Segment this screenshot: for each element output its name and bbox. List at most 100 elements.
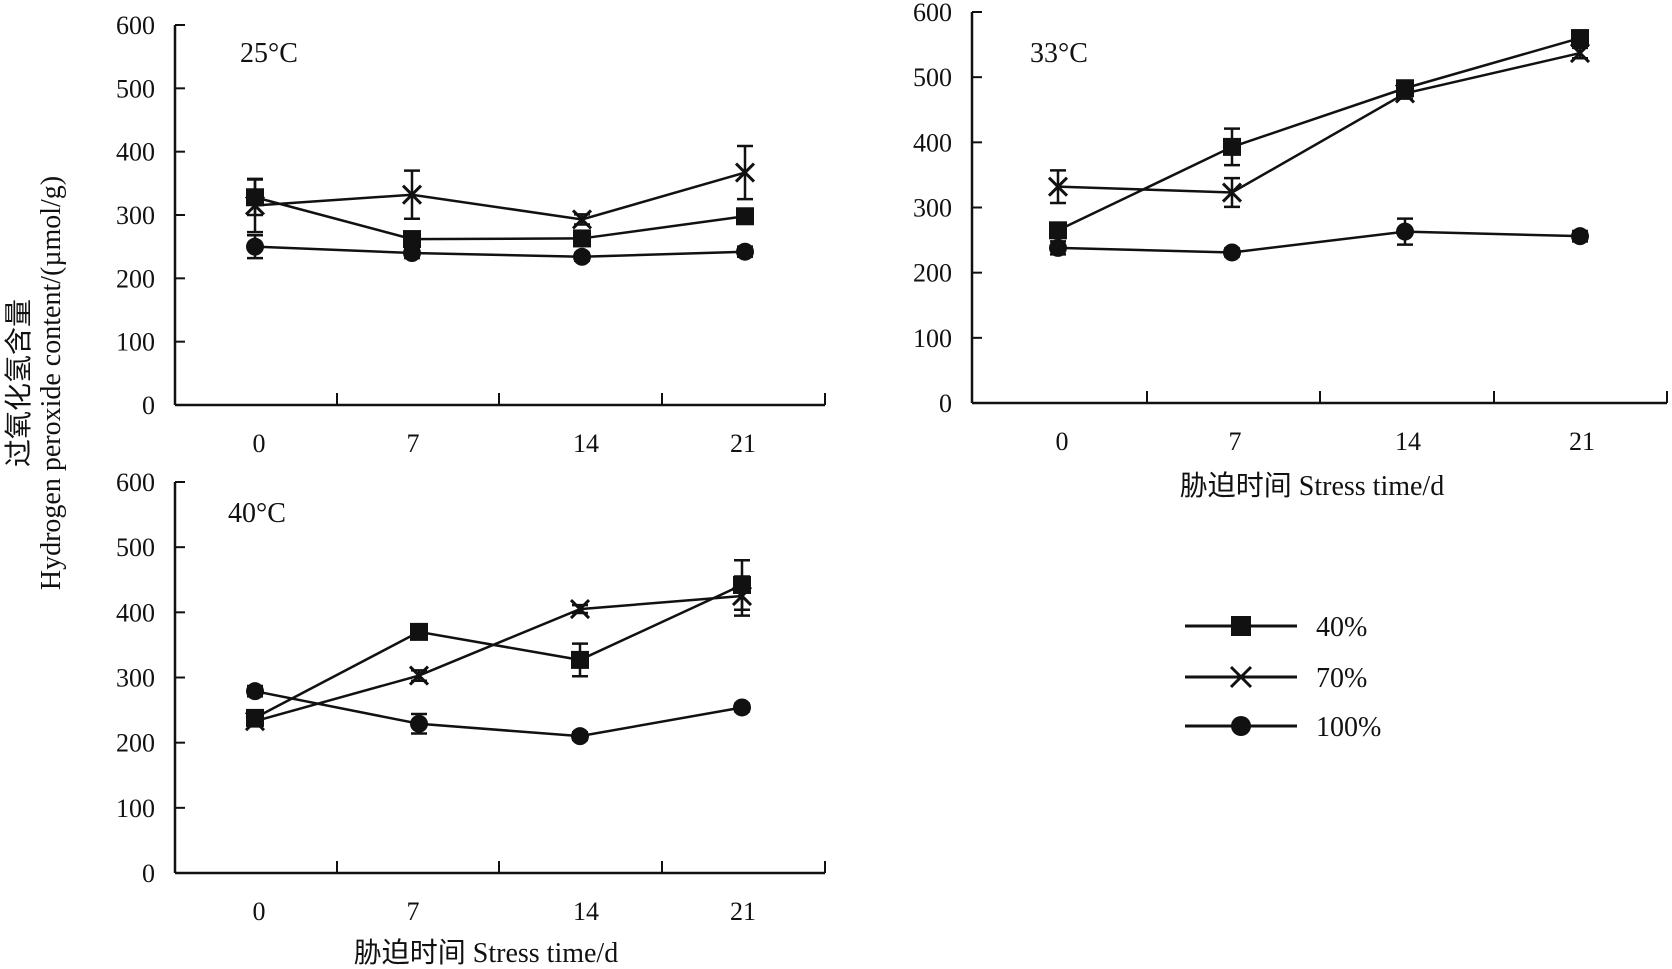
x-marker [244,711,266,732]
y-tick-label: 600 [116,11,155,40]
circle-marker [1049,238,1067,257]
x-tick-label: 21 [730,429,756,458]
y-tick-label: 600 [913,0,952,27]
y-tick-label: 200 [116,729,155,758]
square-marker [573,229,591,248]
x-tick-label: 0 [253,429,266,458]
circle-marker [1396,222,1414,241]
square-marker [403,230,421,249]
y-tick-label: 400 [913,128,952,157]
y-tick-label: 300 [116,664,155,693]
panel-label: 40°C [228,498,286,529]
series-line [254,583,743,720]
x-marker [1221,182,1243,203]
series-100% [1049,217,1589,262]
y-tick-label: 400 [116,598,155,627]
y-tick-label: 200 [913,259,952,288]
chart-panel-40c: 40°C 胁迫时间 Stress time/d 0 100 200 300 400 500… [116,468,826,969]
circle-marker [246,237,264,256]
circle-marker [573,247,591,266]
y-tick-label: 0 [142,391,155,420]
y-tick-label: 300 [913,194,952,223]
legend-label: 70% [1316,663,1367,694]
series-line [254,245,746,259]
square-marker-icon [1231,616,1251,636]
series-line [1057,36,1581,232]
y-tick-label: 0 [939,389,952,418]
series-line [1057,51,1581,194]
y-axis-title-english: Hydrogen peroxide content/(µmol/g) [36,176,67,590]
x-marker [569,599,591,620]
x-marker [401,184,423,205]
x-marker-icon [1229,665,1253,689]
panel-label: 25°C [240,38,298,69]
x-tick-label: 0 [253,897,266,926]
x-marker [734,162,756,183]
circle-marker [246,682,264,701]
circle-marker [410,714,428,733]
x-tick-label: 21 [730,897,756,926]
series-100% [246,682,751,746]
x-tick-label: 7 [407,429,420,458]
square-marker [410,622,428,641]
x-marker [1047,176,1069,197]
series-100% [246,234,754,266]
legend: 40% 70% 100% [1185,612,1381,743]
series-70% [1047,42,1591,209]
panel-label: 33°C [1030,38,1088,69]
y-tick-label: 400 [116,138,155,167]
legend-label: 100% [1316,712,1381,743]
y-tick-label: 200 [116,264,155,293]
x-axis-title: 胁迫时间 Stress time/d [354,937,618,969]
series-40% [246,558,751,727]
circle-marker [733,698,751,717]
series-70% [244,575,753,732]
x-tick-label: 14 [573,897,599,926]
circle-marker [571,727,589,746]
series-line [254,689,743,738]
legend-item-100: 100% [1185,712,1381,743]
x-marker [408,665,430,686]
y-tick-label: 100 [116,794,155,823]
series-40% [246,178,754,249]
y-tick-label: 100 [116,328,155,357]
circle-marker [1571,227,1589,246]
y-tick-label: 500 [913,63,952,92]
y-tick-label: 0 [142,859,155,888]
circle-marker [736,242,754,261]
series-70% [244,144,756,234]
x-marker [1569,42,1591,64]
series-line [254,594,743,723]
x-tick-label: 14 [1395,427,1421,456]
series-line [254,196,746,241]
series-40% [1049,29,1589,240]
series-line [254,171,746,221]
square-marker [1223,137,1241,156]
circle-marker-icon [1231,716,1251,736]
square-marker [736,207,754,226]
circle-marker [403,244,421,262]
x-marker [731,585,753,607]
x-tick-label: 0 [1056,427,1069,456]
y-tick-label: 500 [116,533,155,562]
y-tick-label: 500 [116,74,155,103]
series-line [1057,230,1581,254]
x-marker [244,195,266,216]
x-tick-label: 7 [407,897,420,926]
x-tick-label: 7 [1229,427,1242,456]
y-tick-label: 300 [116,201,155,230]
legend-label: 40% [1316,612,1367,643]
square-marker [571,650,589,669]
x-marker [1394,83,1416,104]
x-tick-label: 21 [1569,427,1595,456]
chart-panel-25c: 25°C 0 100 200 300 400 500 600 0 7 14 21 [116,11,826,458]
x-marker [571,209,593,230]
x-tick-label: 14 [573,429,599,458]
y-tick-label: 600 [116,468,155,497]
legend-item-40: 40% [1185,612,1367,643]
square-marker [1049,221,1067,240]
x-axis-title: 胁迫时间 Stress time/d [1180,470,1444,502]
y-tick-label: 100 [913,324,952,353]
y-axis-title-chinese: 过氧化氢含量 [3,299,35,467]
